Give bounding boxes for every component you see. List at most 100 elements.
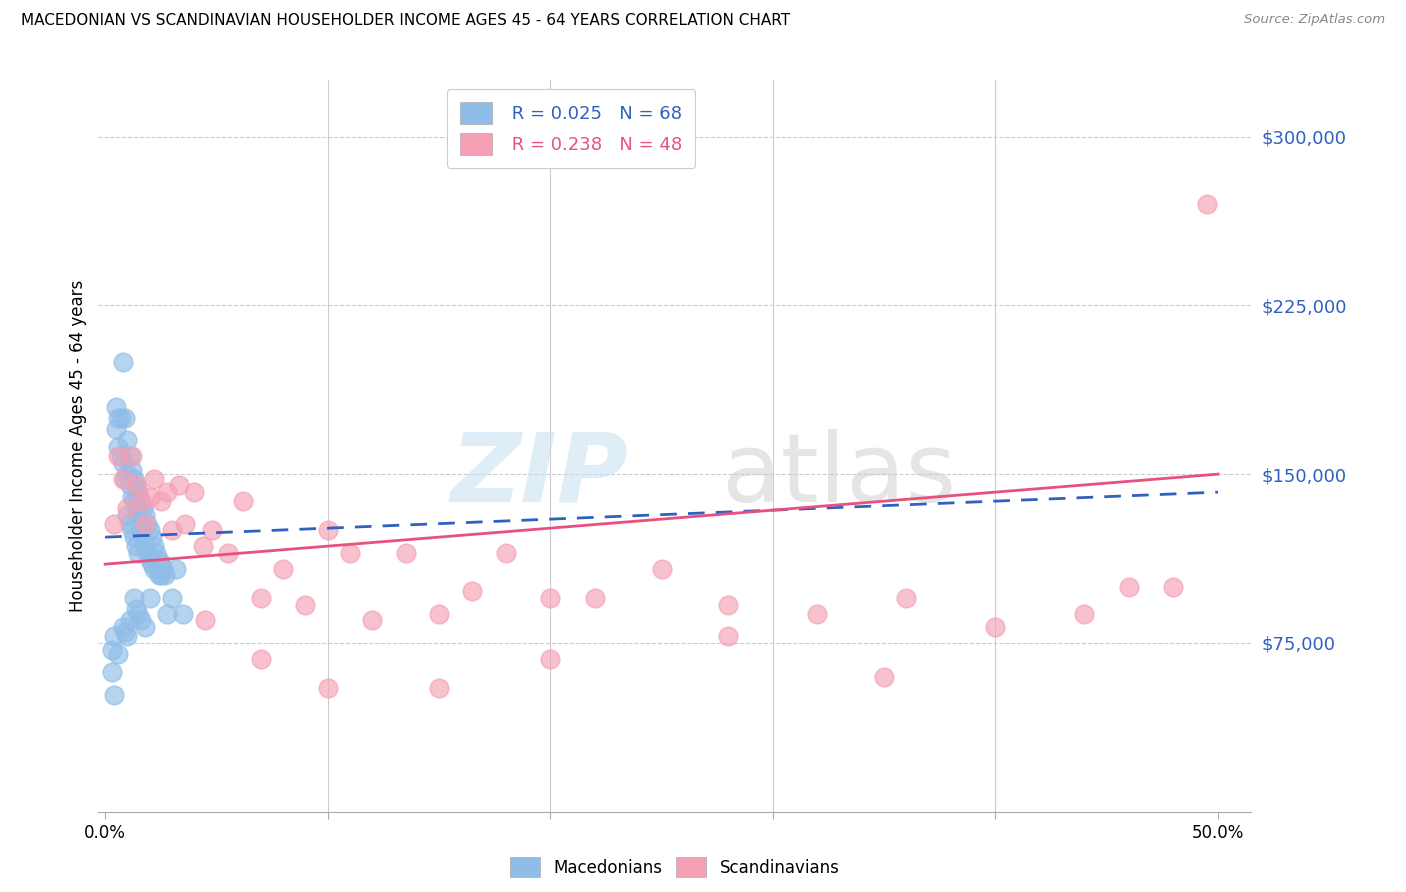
Point: [339, 546, 361, 560]
Point: [148, 568, 170, 582]
Text: atlas: atlas: [721, 429, 956, 522]
Point: [100, 665, 122, 680]
Point: [103, 516, 125, 531]
Point: [461, 584, 484, 599]
Point: [134, 516, 156, 531]
Point: [134, 620, 156, 634]
Point: [138, 490, 160, 504]
Point: [427, 607, 450, 621]
Point: [105, 400, 128, 414]
Point: [111, 354, 134, 368]
Point: [118, 449, 141, 463]
Point: [250, 591, 273, 605]
Point: [125, 478, 148, 492]
Point: [160, 524, 183, 538]
Point: [538, 591, 561, 605]
Point: [201, 524, 224, 538]
Point: [105, 422, 128, 436]
Point: [103, 688, 125, 702]
Point: [127, 546, 149, 560]
Text: MACEDONIAN VS SCANDINAVIAN HOUSEHOLDER INCOME AGES 45 - 64 YEARS CORRELATION CHA: MACEDONIAN VS SCANDINAVIAN HOUSEHOLDER I…: [21, 13, 790, 29]
Point: [117, 629, 139, 643]
Point: [174, 516, 197, 531]
Point: [111, 456, 134, 470]
Point: [250, 651, 273, 665]
Point: [232, 494, 254, 508]
Point: [107, 449, 129, 463]
Point: [125, 478, 148, 492]
Point: [125, 500, 148, 515]
Point: [394, 546, 416, 560]
Point: [1195, 197, 1218, 211]
Point: [217, 546, 239, 560]
Point: [152, 562, 174, 576]
Point: [141, 557, 163, 571]
Point: [138, 552, 160, 566]
Point: [143, 472, 166, 486]
Point: [134, 508, 156, 522]
Point: [107, 440, 129, 454]
Point: [114, 624, 136, 639]
Point: [717, 629, 740, 643]
Point: [110, 410, 132, 425]
Point: [143, 539, 166, 553]
Point: [153, 568, 176, 582]
Point: [149, 557, 172, 571]
Point: [117, 434, 139, 448]
Text: Source: ZipAtlas.com: Source: ZipAtlas.com: [1244, 13, 1385, 27]
Point: [427, 681, 450, 695]
Point: [538, 651, 561, 665]
Point: [100, 642, 122, 657]
Point: [651, 562, 673, 576]
Point: [160, 591, 183, 605]
Point: [145, 546, 167, 560]
Point: [103, 629, 125, 643]
Point: [127, 607, 149, 621]
Point: [129, 524, 152, 538]
Point: [1118, 580, 1140, 594]
Point: [134, 539, 156, 553]
Point: [717, 598, 740, 612]
Point: [117, 500, 139, 515]
Point: [806, 607, 828, 621]
Point: [141, 530, 163, 544]
Point: [984, 620, 1007, 634]
Point: [136, 546, 159, 560]
Point: [165, 562, 187, 576]
Point: [121, 462, 143, 476]
Point: [583, 591, 606, 605]
Point: [110, 449, 132, 463]
Point: [143, 562, 166, 576]
Point: [183, 485, 205, 500]
Point: [194, 614, 217, 628]
Point: [132, 500, 155, 515]
Point: [122, 494, 145, 508]
Point: [118, 614, 141, 628]
Point: [121, 490, 143, 504]
Point: [121, 524, 143, 538]
Point: [873, 670, 896, 684]
Point: [361, 614, 384, 628]
Point: [114, 410, 136, 425]
Point: [294, 598, 316, 612]
Point: [138, 524, 160, 538]
Point: [1163, 580, 1185, 594]
Point: [896, 591, 918, 605]
Point: [129, 494, 152, 508]
Point: [271, 562, 294, 576]
Point: [149, 494, 172, 508]
Y-axis label: Householder Income Ages 45 - 64 years: Householder Income Ages 45 - 64 years: [69, 280, 87, 612]
Point: [118, 516, 141, 531]
Point: [316, 524, 339, 538]
Text: ZIP: ZIP: [451, 429, 628, 522]
Point: [191, 539, 214, 553]
Point: [172, 607, 194, 621]
Point: [125, 539, 148, 553]
Point: [1073, 607, 1095, 621]
Point: [156, 485, 179, 500]
Point: [156, 607, 179, 621]
Point: [122, 591, 145, 605]
Point: [122, 530, 145, 544]
Point: [138, 591, 160, 605]
Point: [316, 681, 339, 695]
